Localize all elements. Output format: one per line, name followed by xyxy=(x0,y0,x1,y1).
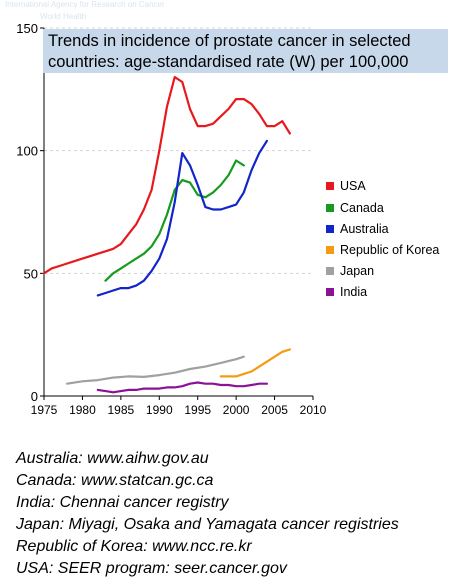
x-tick-label-2005: 2005 xyxy=(261,403,288,417)
source-japan: Japan: Miyagi, Osaka and Yamagata cancer… xyxy=(16,516,399,533)
source-canada: Canada: www.statcan.gc.ca xyxy=(16,472,214,489)
chart-title-line-2: countries: age-standardised rate (W) per… xyxy=(48,53,409,71)
chart-title-line-1: Trends in incidence of prostate cancer i… xyxy=(48,32,411,50)
legend-item-australia: Australia xyxy=(326,221,389,237)
title-box xyxy=(43,29,448,73)
series-line-republic-of-korea xyxy=(219,348,291,378)
y-tick-label-150: 150 xyxy=(16,21,38,36)
source-usa: USA: SEER program: seer.cancer.gov xyxy=(16,560,287,577)
series-line-japan xyxy=(65,355,245,385)
legend-swatch-japan xyxy=(326,267,334,275)
legend-item-korea: Republic of Korea xyxy=(326,242,439,258)
header-agency-text: International Agency for Research on Can… xyxy=(5,0,165,9)
x-tick-label-1980: 1980 xyxy=(69,403,96,417)
legend-label-canada: Canada xyxy=(340,201,384,215)
axes: 0 50 100 150 1975 1980 1985 1990 1995 2000 2005 201… xyxy=(16,21,326,417)
x-tick-label-1990: 1990 xyxy=(146,403,173,417)
y-tick-label-100: 100 xyxy=(16,144,38,159)
y-tick-label-0: 0 xyxy=(31,389,38,404)
legend-swatch-india xyxy=(326,288,334,296)
series-line-australia xyxy=(96,139,268,297)
legend-label-usa: USA xyxy=(340,179,366,193)
x-tick-label-1995: 1995 xyxy=(184,403,211,417)
source-korea: Republic of Korea: www.ncc.re.kr xyxy=(16,538,252,555)
legend-item-india: India xyxy=(326,284,367,300)
legend-swatch-canada xyxy=(326,204,334,212)
legend-swatch-usa xyxy=(326,182,334,190)
header-who-text: World Health xyxy=(40,12,87,21)
chart: 0 50 100 150 1975 1980 1985 1990 1995 2000 2005 201… xyxy=(16,21,326,417)
x-tick-label-2000: 2000 xyxy=(223,403,250,417)
legend-swatch-australia xyxy=(326,225,334,233)
grid-lines xyxy=(44,27,313,274)
x-tick-label-1975: 1975 xyxy=(31,403,58,417)
source-australia: Australia: www.aihw.gov.au xyxy=(16,450,209,467)
legend-label-korea: Republic of Korea xyxy=(340,243,440,257)
series-line-usa xyxy=(42,75,291,275)
x-tick-label-2010: 2010 xyxy=(300,403,327,417)
series-lines xyxy=(42,75,291,394)
legend-label-australia: Australia xyxy=(340,222,389,236)
source-india: India: Chennai cancer registry xyxy=(16,494,229,511)
legend-item-usa: USA xyxy=(326,178,366,194)
legend-item-japan: Japan xyxy=(326,263,374,279)
x-tick-label-1985: 1985 xyxy=(108,403,135,417)
legend-label-india: India xyxy=(340,285,368,299)
series-line-canada xyxy=(104,159,245,282)
series-line-india xyxy=(96,381,268,394)
y-tick-label-50: 50 xyxy=(24,266,38,281)
legend-swatch-korea xyxy=(326,246,334,254)
legend-item-canada: Canada xyxy=(326,200,384,216)
legend-label-japan: Japan xyxy=(340,264,375,278)
